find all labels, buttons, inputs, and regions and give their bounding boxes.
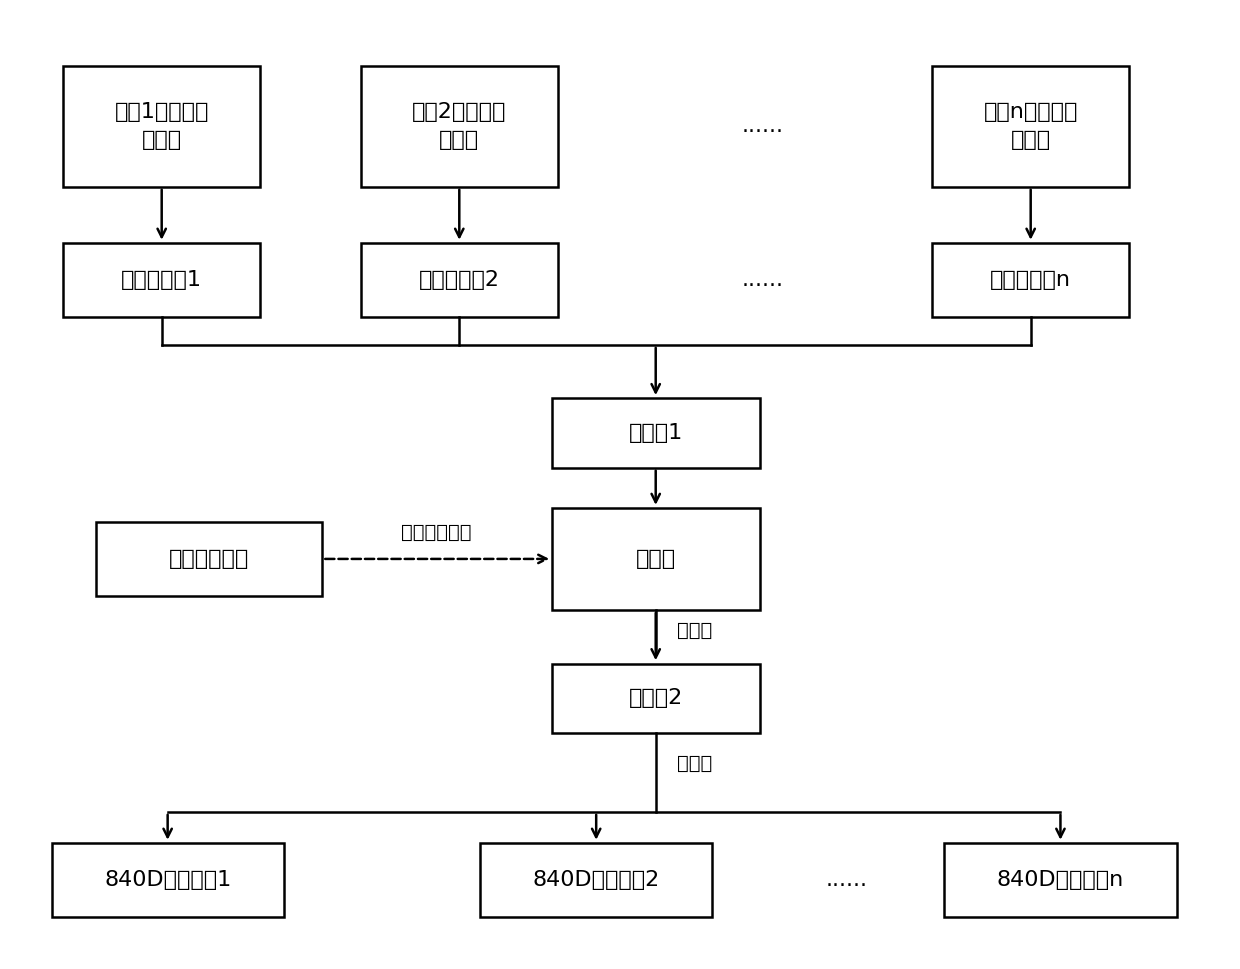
Text: 误差测量数据: 误差测量数据 [402, 523, 472, 543]
Text: ......: ...... [742, 116, 784, 137]
Text: 温度采集卡1: 温度采集卡1 [122, 269, 202, 290]
Bar [552, 398, 760, 468]
Text: ......: ...... [825, 870, 867, 890]
Text: 机床1上的温度
传感器: 机床1上的温度 传感器 [114, 103, 208, 150]
Bar [361, 242, 558, 317]
Text: 温度采集卡2: 温度采集卡2 [419, 269, 500, 290]
Bar [480, 843, 712, 917]
Bar [361, 66, 558, 187]
Text: 工控机: 工控机 [636, 548, 676, 569]
Text: 机床2上的温度
传感器: 机床2上的温度 传感器 [412, 103, 506, 150]
Text: 温度采集卡n: 温度采集卡n [991, 269, 1071, 290]
Text: 以太网: 以太网 [677, 621, 713, 641]
Text: 机床n上的温度
传感器: 机床n上的温度 传感器 [983, 103, 1078, 150]
Bar [63, 66, 260, 187]
Text: 840D数控机床n: 840D数控机床n [997, 870, 1125, 890]
Text: 840D数控机床1: 840D数控机床1 [104, 870, 232, 890]
Bar [52, 843, 284, 917]
Bar [945, 843, 1177, 917]
Bar [552, 664, 760, 734]
Text: ......: ...... [742, 269, 784, 290]
Text: 840D数控机床2: 840D数控机床2 [532, 870, 660, 890]
Bar [932, 242, 1128, 317]
Text: 路由器2: 路由器2 [629, 688, 683, 708]
Bar [63, 242, 260, 317]
Text: 误差测量仪器: 误差测量仪器 [169, 548, 249, 569]
Text: 以太网: 以太网 [677, 754, 713, 773]
Bar [97, 521, 322, 596]
Text: 路由器1: 路由器1 [629, 423, 683, 444]
Bar [932, 66, 1128, 187]
Bar [552, 508, 760, 610]
